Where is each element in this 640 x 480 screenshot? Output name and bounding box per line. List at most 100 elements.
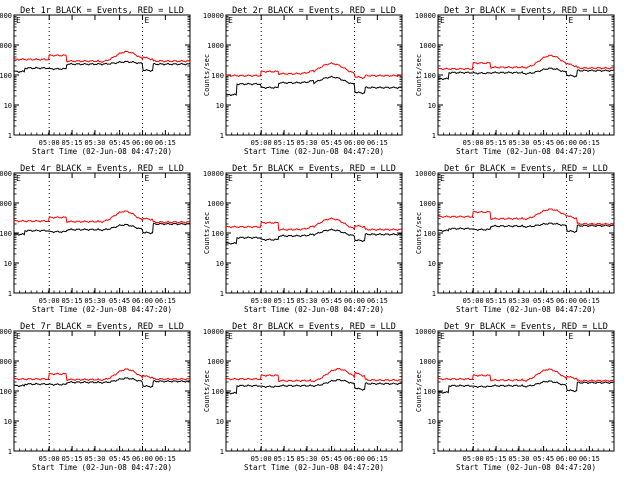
corner-label-left: E — [228, 16, 233, 25]
y-tick-label: 1 — [432, 290, 436, 298]
x-axis-label: Start Time (02-Jun-08 04:47:20) — [244, 147, 384, 156]
x-tick-label: 05:15 — [486, 455, 507, 463]
corner-label-left: E — [228, 332, 233, 341]
events-series-line — [437, 67, 615, 80]
panel-det-7: Det 7r BLACK = Events, RED = LLD 1 10 100 10… — [0, 322, 191, 472]
y-tick-label: 1000 — [419, 42, 436, 50]
y-tick-label: 10 — [428, 102, 436, 110]
y-tick-label: 10 — [4, 260, 12, 268]
x-axis-label: Start Time (02-Jun-08 04:47:20) — [32, 147, 172, 156]
x-axis-label: Start Time (02-Jun-08 04:47:20) — [244, 305, 384, 314]
panel-det-4: Det 4r BLACK = Events, RED = LLD 1 10 100 10… — [0, 164, 191, 314]
x-tick-label: 05:45 — [533, 297, 554, 305]
x-tick-label: 05:15 — [62, 139, 83, 147]
panel-title: Det 2r BLACK = Events, RED = LLD — [232, 6, 396, 16]
x-tick-label: 05:00 — [463, 455, 484, 463]
y-tick-label: 10 — [216, 418, 224, 426]
y-tick-label: 1 — [220, 290, 224, 298]
y-tick-label: 10000 — [203, 170, 224, 178]
y-tick-label: 10000 — [0, 328, 12, 336]
y-axis-label: Counts/sec — [415, 212, 423, 254]
x-tick-label: 05:15 — [274, 455, 295, 463]
y-tick-label: 100 — [423, 388, 436, 396]
panel-det-1: Det 1r BLACK = Events, RED = LLD 1 10 100 10… — [0, 6, 191, 156]
panel-title: Det 6r BLACK = Events, RED = LLD — [444, 164, 608, 174]
lld-series-line — [225, 217, 403, 231]
axes-frame — [437, 172, 615, 294]
x-tick-label: 05:45 — [109, 455, 130, 463]
y-tick-label: 1 — [8, 448, 12, 456]
lld-series-line — [437, 368, 615, 383]
x-tick-label: 05:00 — [251, 139, 272, 147]
x-tick-label: 05:00 — [39, 297, 60, 305]
y-tick-label: 1000 — [0, 358, 12, 366]
lld-series-line — [225, 368, 403, 383]
corner-label-left: E — [228, 174, 233, 183]
lld-series-line — [13, 210, 191, 224]
x-tick-label: 05:30 — [508, 139, 529, 147]
events-series-line — [225, 379, 403, 395]
y-tick-label: 10 — [4, 102, 12, 110]
y-tick-label: 1000 — [207, 358, 224, 366]
panel-det-2: Det 2r BLACK = Events, RED = LLD 1 10 100 10… — [203, 6, 403, 156]
x-tick-label: 06:15 — [579, 297, 600, 305]
x-tick-label: 06:15 — [155, 297, 176, 305]
x-tick-label: 05:45 — [321, 455, 342, 463]
panel-title: Det 8r BLACK = Events, RED = LLD — [232, 322, 396, 332]
lld-series-line — [437, 208, 615, 226]
corner-label-right: E — [568, 174, 573, 183]
panel-det-5: Det 5r BLACK = Events, RED = LLD 1 10 100 10… — [203, 164, 403, 314]
y-tick-label: 1 — [8, 132, 12, 140]
y-axis-label: Counts/sec — [203, 54, 211, 96]
x-tick-label: 05:45 — [533, 139, 554, 147]
y-tick-label: 10 — [428, 260, 436, 268]
y-tick-label: 10000 — [415, 328, 436, 336]
y-tick-label: 1000 — [207, 200, 224, 208]
panel-title: Det 3r BLACK = Events, RED = LLD — [444, 6, 608, 16]
y-axis-label: Counts/sec — [415, 370, 423, 412]
panel-det-3: Det 3r BLACK = Events, RED = LLD 1 10 100 10… — [415, 6, 615, 156]
axes-frame — [13, 14, 191, 136]
x-tick-label: 05:15 — [62, 455, 83, 463]
x-tick-label: 06:00 — [344, 297, 365, 305]
events-series-line — [225, 75, 403, 96]
x-tick-label: 05:45 — [321, 297, 342, 305]
y-tick-label: 100 — [211, 72, 224, 80]
y-tick-label: 10000 — [0, 170, 12, 178]
lld-series-line — [225, 62, 403, 80]
x-tick-label: 05:45 — [109, 297, 130, 305]
x-tick-label: 06:15 — [155, 139, 176, 147]
axes-frame — [437, 330, 615, 452]
x-tick-label: 06:00 — [132, 297, 153, 305]
events-series-line — [437, 222, 615, 233]
corner-label-left: E — [16, 16, 21, 25]
y-tick-label: 10 — [216, 102, 224, 110]
events-series-line — [437, 380, 615, 394]
corner-label-right: E — [356, 174, 361, 183]
x-tick-label: 05:15 — [62, 297, 83, 305]
x-tick-label: 06:00 — [556, 455, 577, 463]
y-tick-label: 100 — [0, 388, 12, 396]
x-tick-label: 05:30 — [296, 455, 317, 463]
axes-frame — [225, 330, 403, 452]
y-tick-label: 1 — [432, 448, 436, 456]
x-tick-label: 06:00 — [132, 139, 153, 147]
x-tick-label: 05:30 — [296, 297, 317, 305]
x-tick-label: 06:00 — [556, 297, 577, 305]
axes-frame — [225, 172, 403, 294]
x-tick-label: 05:45 — [109, 139, 130, 147]
x-axis-label: Start Time (02-Jun-08 04:47:20) — [32, 305, 172, 314]
panel-title: Det 4r BLACK = Events, RED = LLD — [20, 164, 184, 174]
x-tick-label: 06:15 — [155, 455, 176, 463]
panel-title: Det 5r BLACK = Events, RED = LLD — [232, 164, 396, 174]
x-tick-label: 05:00 — [463, 297, 484, 305]
corner-label-right: E — [356, 332, 361, 341]
events-series-line — [225, 228, 403, 245]
y-tick-label: 10000 — [203, 328, 224, 336]
corner-label-left: E — [440, 174, 445, 183]
x-tick-label: 06:15 — [367, 139, 388, 147]
corner-label-left: E — [16, 332, 21, 341]
y-tick-label: 1 — [220, 448, 224, 456]
corner-label-left: E — [16, 174, 21, 183]
y-axis-label: Counts/sec — [415, 54, 423, 96]
